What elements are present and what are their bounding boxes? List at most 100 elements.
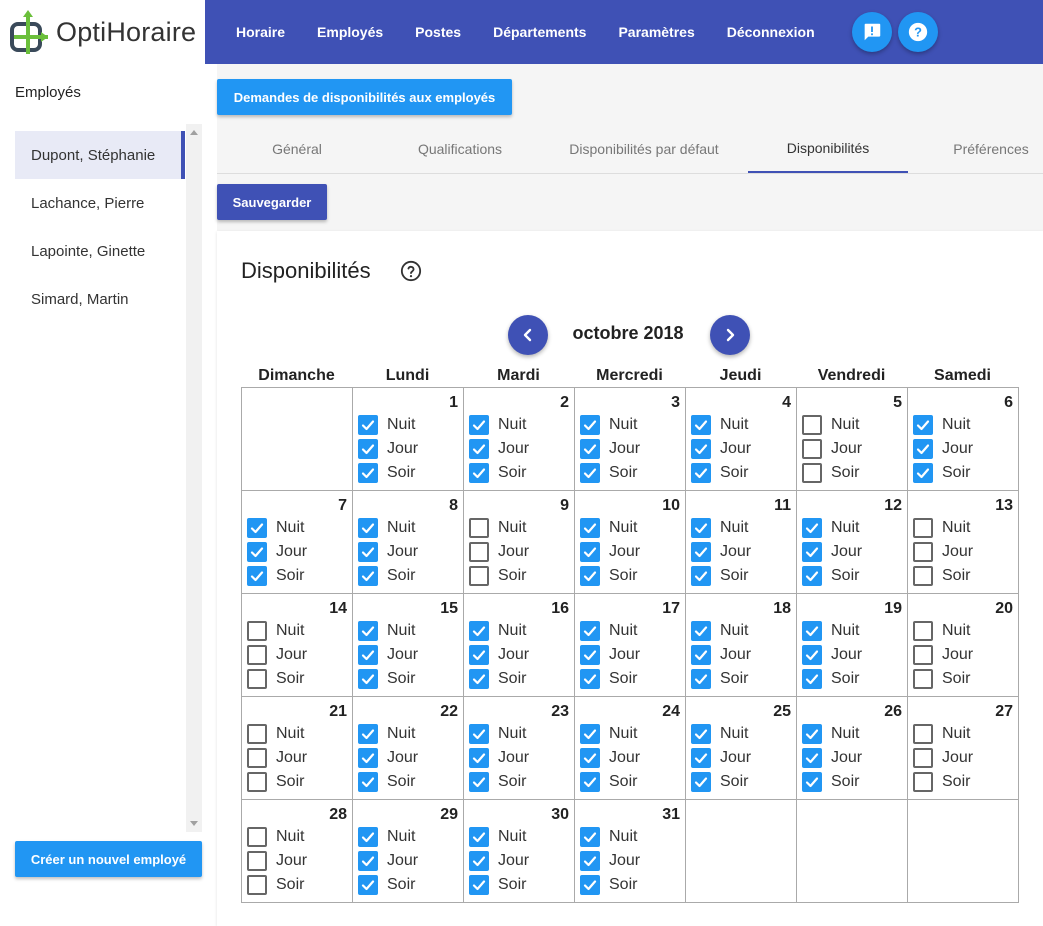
shift-option[interactable]: Nuit xyxy=(802,415,859,435)
shift-option[interactable]: Soir xyxy=(469,463,526,483)
shift-option[interactable]: Nuit xyxy=(913,724,970,744)
tab-default-availabilities[interactable]: Disponibilités par défaut xyxy=(569,140,719,157)
checkbox-unchecked-icon[interactable] xyxy=(247,772,267,792)
shift-option[interactable]: Jour xyxy=(691,748,751,768)
checkbox-unchecked-icon[interactable] xyxy=(802,439,822,459)
shift-option[interactable]: Soir xyxy=(247,669,304,689)
checkbox-checked-icon[interactable] xyxy=(580,669,600,689)
shift-option[interactable]: Nuit xyxy=(802,621,859,641)
checkbox-checked-icon[interactable] xyxy=(358,669,378,689)
tab-preferences[interactable]: Préférences xyxy=(953,140,1029,157)
checkbox-checked-icon[interactable] xyxy=(691,439,711,459)
shift-option[interactable]: Jour xyxy=(580,645,640,665)
tab-qualifications[interactable]: Qualifications xyxy=(417,140,503,157)
shift-option[interactable]: Nuit xyxy=(358,415,415,435)
shift-option[interactable]: Jour xyxy=(358,542,418,562)
shift-option[interactable]: Nuit xyxy=(247,827,304,847)
nav-horaire[interactable]: Horaire xyxy=(236,24,286,40)
shift-option[interactable]: Nuit xyxy=(802,724,859,744)
checkbox-checked-icon[interactable] xyxy=(802,724,822,744)
shift-option[interactable]: Nuit xyxy=(691,621,748,641)
shift-option[interactable]: Jour xyxy=(469,748,529,768)
checkbox-checked-icon[interactable] xyxy=(913,439,933,459)
checkbox-checked-icon[interactable] xyxy=(802,772,822,792)
checkbox-checked-icon[interactable] xyxy=(358,439,378,459)
checkbox-unchecked-icon[interactable] xyxy=(247,724,267,744)
checkbox-checked-icon[interactable] xyxy=(691,748,711,768)
shift-option[interactable]: Jour xyxy=(358,851,418,871)
shift-option[interactable]: Soir xyxy=(247,875,304,895)
shift-option[interactable]: Nuit xyxy=(691,724,748,744)
checkbox-checked-icon[interactable] xyxy=(247,542,267,562)
shift-option[interactable]: Nuit xyxy=(691,518,748,538)
scroll-down-arrow-icon[interactable] xyxy=(190,821,198,826)
checkbox-unchecked-icon[interactable] xyxy=(247,621,267,641)
checkbox-checked-icon[interactable] xyxy=(469,875,489,895)
shift-option[interactable]: Jour xyxy=(913,748,973,768)
shift-option[interactable]: Soir xyxy=(913,772,970,792)
employee-item[interactable]: Dupont, Stéphanie xyxy=(15,131,185,179)
shift-option[interactable]: Jour xyxy=(802,645,862,665)
shift-option[interactable]: Nuit xyxy=(358,518,415,538)
checkbox-checked-icon[interactable] xyxy=(691,645,711,665)
checkbox-checked-icon[interactable] xyxy=(469,724,489,744)
shift-option[interactable]: Soir xyxy=(469,772,526,792)
checkbox-checked-icon[interactable] xyxy=(469,827,489,847)
checkbox-unchecked-icon[interactable] xyxy=(247,851,267,871)
shift-option[interactable]: Jour xyxy=(913,439,973,459)
checkbox-checked-icon[interactable] xyxy=(469,772,489,792)
shift-option[interactable]: Soir xyxy=(469,566,526,586)
checkbox-checked-icon[interactable] xyxy=(580,415,600,435)
shift-option[interactable]: Jour xyxy=(469,645,529,665)
checkbox-unchecked-icon[interactable] xyxy=(802,415,822,435)
checkbox-checked-icon[interactable] xyxy=(580,645,600,665)
help-button[interactable]: ? xyxy=(898,12,938,52)
checkbox-checked-icon[interactable] xyxy=(580,827,600,847)
shift-option[interactable]: Nuit xyxy=(358,621,415,641)
checkbox-unchecked-icon[interactable] xyxy=(469,566,489,586)
nav-departements[interactable]: Départements xyxy=(493,24,587,40)
shift-option[interactable]: Jour xyxy=(802,748,862,768)
shift-option[interactable]: Jour xyxy=(913,542,973,562)
checkbox-checked-icon[interactable] xyxy=(358,851,378,871)
checkbox-unchecked-icon[interactable] xyxy=(913,542,933,562)
shift-option[interactable]: Nuit xyxy=(469,827,526,847)
checkbox-unchecked-icon[interactable] xyxy=(913,772,933,792)
shift-option[interactable]: Jour xyxy=(580,439,640,459)
shift-option[interactable]: Soir xyxy=(580,772,637,792)
shift-option[interactable]: Jour xyxy=(358,645,418,665)
checkbox-checked-icon[interactable] xyxy=(802,645,822,665)
checkbox-checked-icon[interactable] xyxy=(358,542,378,562)
shift-option[interactable]: Soir xyxy=(580,463,637,483)
shift-option[interactable]: Soir xyxy=(691,463,748,483)
checkbox-checked-icon[interactable] xyxy=(580,851,600,871)
checkbox-checked-icon[interactable] xyxy=(802,518,822,538)
checkbox-unchecked-icon[interactable] xyxy=(913,566,933,586)
checkbox-checked-icon[interactable] xyxy=(580,439,600,459)
shift-option[interactable]: Jour xyxy=(247,748,307,768)
feedback-button[interactable] xyxy=(852,12,892,52)
checkbox-unchecked-icon[interactable] xyxy=(802,463,822,483)
shift-option[interactable]: Jour xyxy=(358,439,418,459)
checkbox-checked-icon[interactable] xyxy=(247,566,267,586)
shift-option[interactable]: Jour xyxy=(580,542,640,562)
checkbox-checked-icon[interactable] xyxy=(358,566,378,586)
shift-option[interactable]: Soir xyxy=(913,669,970,689)
shift-option[interactable]: Soir xyxy=(580,669,637,689)
checkbox-checked-icon[interactable] xyxy=(580,542,600,562)
shift-option[interactable]: Nuit xyxy=(580,827,637,847)
checkbox-checked-icon[interactable] xyxy=(358,827,378,847)
logo[interactable]: OptiHoraire xyxy=(0,0,205,64)
checkbox-checked-icon[interactable] xyxy=(469,439,489,459)
shift-option[interactable]: Nuit xyxy=(913,518,970,538)
checkbox-checked-icon[interactable] xyxy=(469,851,489,871)
checkbox-checked-icon[interactable] xyxy=(358,415,378,435)
employee-list-scrollbar[interactable] xyxy=(186,124,202,832)
shift-option[interactable]: Jour xyxy=(802,439,862,459)
shift-option[interactable]: Nuit xyxy=(580,724,637,744)
checkbox-unchecked-icon[interactable] xyxy=(913,645,933,665)
checkbox-checked-icon[interactable] xyxy=(580,772,600,792)
shift-option[interactable]: Soir xyxy=(802,669,859,689)
employee-item[interactable]: Lachance, Pierre xyxy=(31,194,145,212)
checkbox-unchecked-icon[interactable] xyxy=(247,669,267,689)
